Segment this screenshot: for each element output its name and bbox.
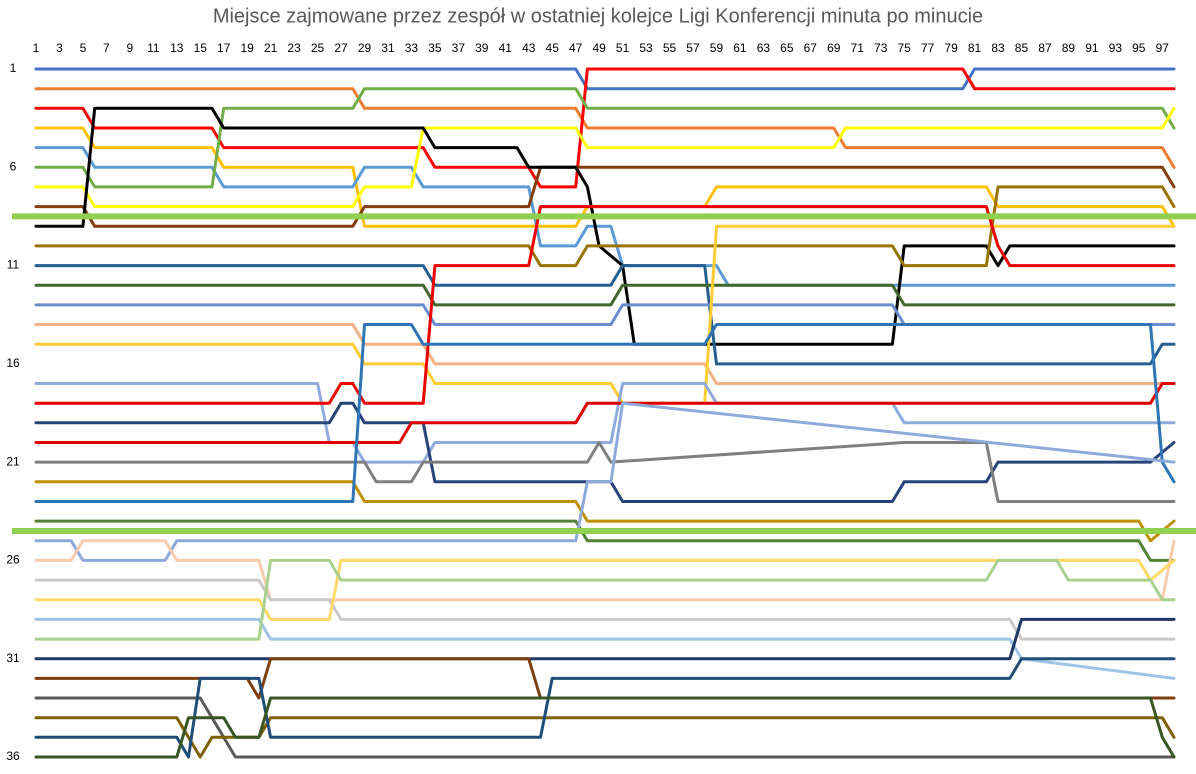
series-line bbox=[34, 539, 1176, 602]
x-tick-label: 7 bbox=[103, 41, 110, 55]
series-line bbox=[34, 519, 1176, 562]
y-tick-label: 31 bbox=[6, 651, 20, 665]
x-tick-label: 87 bbox=[1038, 41, 1052, 55]
y-tick-label: 36 bbox=[6, 749, 20, 763]
series-line bbox=[34, 87, 1176, 169]
x-tick-label: 65 bbox=[780, 41, 794, 55]
series-line bbox=[34, 303, 1176, 326]
y-tick-label: 6 bbox=[10, 159, 17, 173]
series-line bbox=[34, 224, 1176, 405]
x-tick-label: 19 bbox=[240, 41, 254, 55]
x-tick-label: 9 bbox=[127, 41, 134, 55]
x-tick-label: 11 bbox=[147, 41, 160, 55]
x-tick-label: 25 bbox=[311, 41, 325, 55]
series-line bbox=[34, 441, 1176, 503]
x-tick-label: 45 bbox=[546, 41, 560, 55]
series-line bbox=[34, 205, 1176, 405]
x-tick-label: 17 bbox=[217, 41, 231, 55]
series-line bbox=[34, 67, 1176, 91]
x-tick-label: 47 bbox=[569, 41, 583, 55]
y-tick-label: 11 bbox=[7, 258, 20, 272]
x-tick-label: 67 bbox=[804, 41, 818, 55]
x-tick-label: 71 bbox=[851, 41, 865, 55]
series-line bbox=[34, 617, 1176, 680]
x-tick-label: 29 bbox=[358, 41, 372, 55]
series-line bbox=[34, 106, 1176, 209]
x-tick-label: 89 bbox=[1062, 41, 1076, 55]
series-line bbox=[34, 716, 1176, 759]
x-tick-label: 97 bbox=[1156, 41, 1170, 55]
series-line bbox=[34, 657, 1176, 759]
series-line bbox=[34, 323, 1176, 385]
x-tick-label: 93 bbox=[1109, 41, 1123, 55]
chart-title: Miejsce zajmowane przez zespół w ostatni… bbox=[213, 5, 983, 27]
series-line bbox=[34, 696, 1176, 759]
x-tick-label: 69 bbox=[827, 41, 841, 55]
y-tick-label: 21 bbox=[6, 454, 20, 468]
x-tick-label: 49 bbox=[592, 41, 606, 55]
x-tick-label: 37 bbox=[452, 41, 466, 55]
x-tick-label: 31 bbox=[381, 41, 395, 55]
x-tick-label: 43 bbox=[522, 41, 536, 55]
series-line bbox=[34, 696, 1176, 759]
x-tick-label: 35 bbox=[428, 41, 442, 55]
x-tick-label: 55 bbox=[663, 41, 677, 55]
series-line bbox=[34, 87, 1176, 189]
x-tick-label: 75 bbox=[897, 41, 911, 55]
series-line bbox=[34, 323, 1176, 503]
x-tick-label: 3 bbox=[56, 41, 63, 55]
series-line bbox=[34, 558, 1176, 641]
x-tick-label: 95 bbox=[1132, 41, 1146, 55]
y-tick-label: 26 bbox=[6, 553, 20, 567]
x-tick-label: 5 bbox=[80, 41, 87, 55]
x-tick-label: 77 bbox=[921, 41, 935, 55]
x-tick-label: 63 bbox=[757, 41, 771, 55]
y-tick-label: 16 bbox=[6, 356, 20, 370]
x-tick-label: 85 bbox=[1015, 41, 1029, 55]
x-tick-label: 73 bbox=[874, 41, 888, 55]
x-tick-label: 81 bbox=[968, 41, 982, 55]
series-line bbox=[34, 578, 1176, 641]
x-tick-label: 21 bbox=[264, 41, 278, 55]
y-tick-label: 1 bbox=[10, 61, 17, 75]
series-group bbox=[34, 67, 1176, 759]
series-line bbox=[34, 106, 1176, 346]
x-tick-label: 39 bbox=[475, 41, 489, 55]
x-tick-label: 59 bbox=[710, 41, 724, 55]
x-tick-label: 61 bbox=[733, 41, 747, 55]
x-tick-label: 51 bbox=[616, 41, 630, 55]
series-line bbox=[34, 264, 1176, 366]
x-tick-label: 41 bbox=[499, 41, 513, 55]
x-tick-label: 23 bbox=[287, 41, 301, 55]
x-tick-label: 13 bbox=[170, 41, 184, 55]
x-tick-label: 15 bbox=[194, 41, 208, 55]
series-line bbox=[34, 185, 1176, 268]
x-tick-label: 33 bbox=[405, 41, 419, 55]
series-line bbox=[34, 558, 1176, 621]
x-tick-label: 27 bbox=[334, 41, 348, 55]
x-tick-label: 91 bbox=[1085, 41, 1099, 55]
x-tick-label: 53 bbox=[639, 41, 653, 55]
series-line bbox=[34, 67, 1176, 189]
series-line bbox=[34, 382, 1176, 444]
series-line bbox=[34, 126, 1176, 228]
series-line bbox=[34, 165, 1176, 228]
x-tick-label: 1 bbox=[33, 41, 40, 55]
x-tick-label: 79 bbox=[944, 41, 958, 55]
series-line bbox=[34, 283, 1176, 307]
x-tick-label: 83 bbox=[991, 41, 1005, 55]
x-tick-label: 57 bbox=[686, 41, 700, 55]
